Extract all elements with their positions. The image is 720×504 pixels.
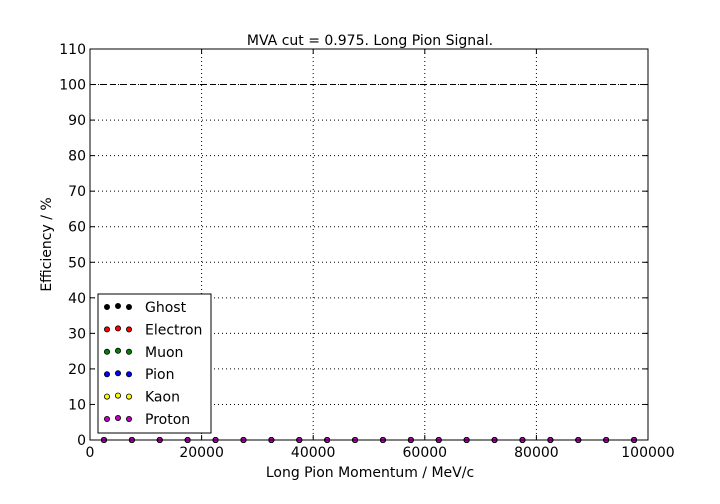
legend-box (97, 293, 212, 434)
legend-marker (115, 370, 122, 377)
legend-entry-pion: Pion (104, 367, 174, 383)
x-tick-label: 60000 (403, 445, 448, 461)
legend-marker (104, 348, 111, 355)
x-axis-label: Long Pion Momentum / MeV/c (266, 465, 474, 481)
legend-marker (104, 303, 111, 310)
x-tick-label: 40000 (291, 445, 336, 461)
legend-marker (126, 371, 133, 378)
y-tick-label: 30 (68, 326, 86, 342)
x-tick-label: 20000 (179, 445, 224, 461)
x-tick-label: 100000 (621, 445, 674, 461)
x-tick-label: 80000 (514, 445, 559, 461)
chart-title: MVA cut = 0.975. Long Pion Signal. (247, 33, 493, 49)
y-tick-label: 70 (68, 184, 86, 200)
y-tick-label: 100 (59, 78, 86, 94)
y-tick-label: 60 (68, 220, 86, 236)
y-tick-label: 50 (68, 255, 86, 271)
legend-label: Muon (145, 345, 183, 361)
legend-marker (115, 414, 122, 421)
legend-marker (104, 393, 111, 400)
legend-marker (126, 348, 133, 355)
legend-entry-kaon: Kaon (104, 390, 180, 406)
y-tick-label: 90 (68, 113, 86, 129)
y-tick-label: 20 (68, 362, 86, 378)
legend-marker (115, 302, 122, 309)
legend-marker (115, 392, 122, 399)
legend-entry-muon: Muon (104, 345, 183, 361)
legend-entry-electron: Electron (104, 322, 202, 338)
legend-marker (115, 347, 122, 354)
x-tick-label: 0 (86, 445, 95, 461)
legend-marker (126, 326, 133, 333)
legend-label: Electron (145, 322, 202, 338)
legend-marker (104, 371, 111, 378)
legend-entry-ghost: Ghost (104, 300, 187, 316)
legend-label: Pion (145, 367, 174, 383)
y-axis-label: Efficiency / % (39, 197, 55, 291)
legend-label: Proton (145, 412, 190, 428)
legend-marker (104, 326, 111, 333)
plot-frame (89, 48, 649, 441)
y-tick-label: 110 (59, 42, 86, 58)
legend-marker (104, 415, 111, 422)
y-tick-label: 10 (68, 397, 86, 413)
legend-marker (126, 393, 133, 400)
y-tick-label: 40 (68, 291, 86, 307)
legend-label: Kaon (145, 390, 180, 406)
axis-ticks: 0 20000 40000 60000 80000 100000 0 10 20 30 40 50 60… (59, 42, 674, 461)
legend-entry-proton: Proton (104, 412, 190, 428)
y-tick-label: 0 (77, 433, 86, 449)
legend-marker (126, 415, 133, 422)
legend: Ghost Electron Muon Pion Kaon Proton (97, 293, 212, 434)
legend-marker (115, 325, 122, 332)
y-tick-label: 80 (68, 149, 86, 165)
legend-label: Ghost (145, 300, 187, 316)
legend-marker (126, 303, 133, 310)
